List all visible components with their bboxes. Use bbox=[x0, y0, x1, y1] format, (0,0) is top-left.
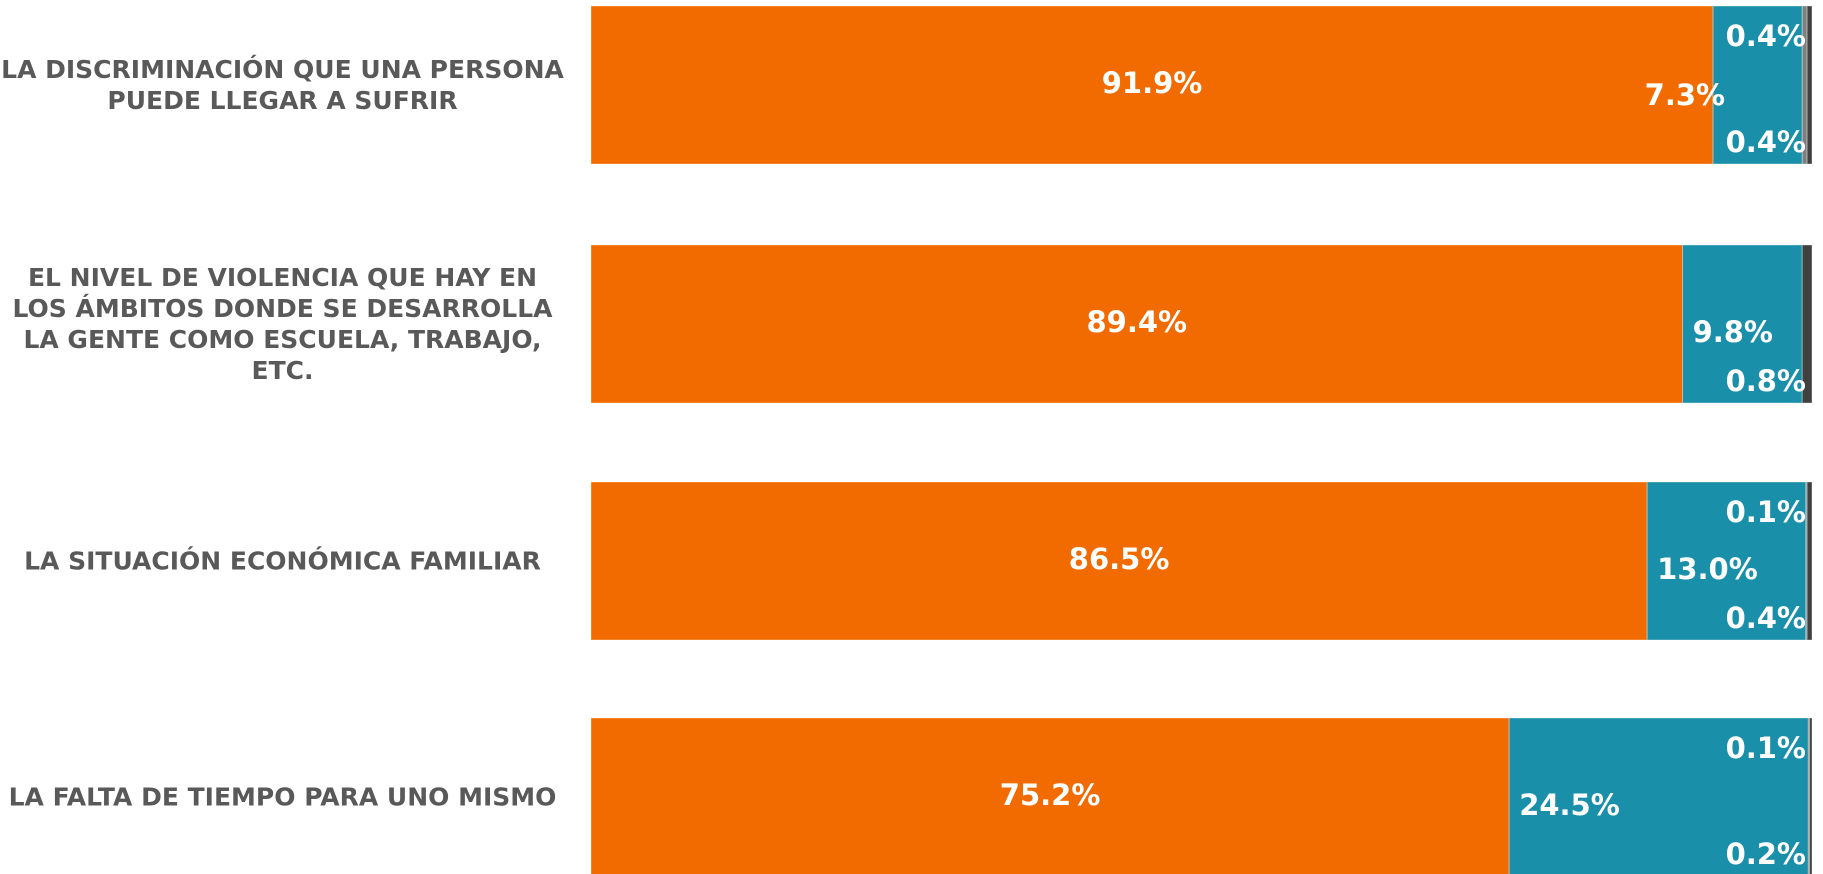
value-label: 13.0% bbox=[1657, 552, 1758, 586]
bar-segment bbox=[1646, 481, 1807, 641]
bar-segment bbox=[590, 481, 1648, 641]
value-label: 0.4% bbox=[1726, 125, 1806, 159]
bar-segment bbox=[590, 717, 1510, 874]
category-label: LA SITUACIÓN ECONÓMICA FAMILIAR bbox=[24, 546, 541, 576]
bar-segment bbox=[1508, 717, 1809, 874]
bar-segment bbox=[1806, 481, 1813, 641]
value-label: 24.5% bbox=[1519, 788, 1620, 822]
value-label: 0.4% bbox=[1726, 19, 1806, 53]
value-label: 7.3% bbox=[1645, 78, 1725, 112]
value-label: 91.9% bbox=[1102, 66, 1203, 100]
category-label: EL NIVEL DE VIOLENCIA QUE HAY EN LOS ÁMB… bbox=[12, 263, 553, 385]
bar-segment bbox=[590, 5, 1714, 165]
bar-segment bbox=[1809, 717, 1813, 874]
value-label: 0.8% bbox=[1726, 364, 1806, 398]
value-label: 89.4% bbox=[1086, 305, 1187, 339]
value-label: 9.8% bbox=[1693, 315, 1773, 349]
value-label: 0.4% bbox=[1726, 601, 1806, 635]
category-label: LA FALTA DE TIEMPO PARA UNO MISMO bbox=[8, 782, 557, 812]
bar-segment bbox=[1682, 244, 1803, 404]
category-label: LA DISCRIMINACIÓN QUE UNA PERSONA PUEDE … bbox=[1, 55, 564, 115]
value-label: 0.1% bbox=[1726, 495, 1806, 529]
bar-segment bbox=[1801, 244, 1813, 404]
bar-segment bbox=[1712, 5, 1803, 165]
value-label: 0.2% bbox=[1726, 837, 1806, 871]
value-label: 0.1% bbox=[1726, 731, 1806, 765]
bar-segment bbox=[1806, 5, 1813, 165]
value-label: 86.5% bbox=[1069, 542, 1170, 576]
value-label: 75.2% bbox=[1000, 778, 1101, 812]
